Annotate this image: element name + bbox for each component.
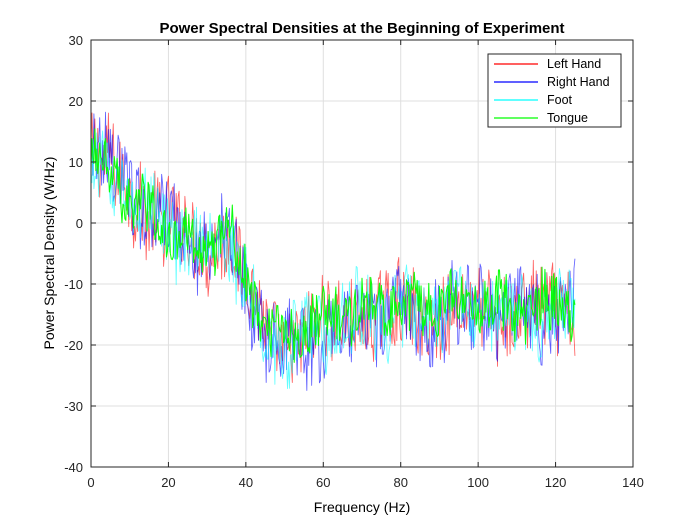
x-tick-label: 20 — [161, 475, 175, 490]
x-axis-label: Frequency (Hz) — [314, 499, 410, 515]
y-tick-label: 20 — [69, 94, 83, 109]
x-tick-label: 100 — [467, 475, 489, 490]
axis-ticks: 0 20 40 60 80 100 120 140 -40 -30 -20 -10 0 10 20 30 — [64, 33, 644, 490]
y-tick-label: -20 — [64, 338, 83, 353]
x-tick-label: 40 — [239, 475, 253, 490]
legend: Left Hand Right Hand Foot Tongue — [487, 53, 622, 128]
legend-box — [487, 53, 622, 128]
y-tick-label: 10 — [69, 155, 83, 170]
x-tick-label: 0 — [87, 475, 94, 490]
y-tick-label: -10 — [64, 277, 83, 292]
y-tick-label: 0 — [76, 216, 83, 231]
x-tick-label: 140 — [622, 475, 644, 490]
legend-label-left-hand: Left Hand — [547, 57, 601, 71]
y-tick-label: 30 — [69, 33, 83, 48]
x-tick-label: 60 — [316, 475, 330, 490]
y-tick-label: -30 — [64, 399, 83, 414]
y-tick-label: -40 — [64, 460, 83, 475]
plot-border — [90, 39, 634, 468]
x-tick-label: 120 — [545, 475, 567, 490]
legend-label-foot: Foot — [547, 93, 573, 107]
x-tick-label: 80 — [393, 475, 407, 490]
legend-label-tongue: Tongue — [547, 111, 588, 125]
y-axis-label: Power Spectral Density (W/Hz) — [41, 157, 57, 350]
legend-label-right-hand: Right Hand — [547, 75, 610, 89]
chart-title: Power Spectral Densities at the Beginnin… — [159, 20, 564, 37]
series-layer — [90, 111, 576, 391]
series-tongue — [90, 128, 576, 363]
